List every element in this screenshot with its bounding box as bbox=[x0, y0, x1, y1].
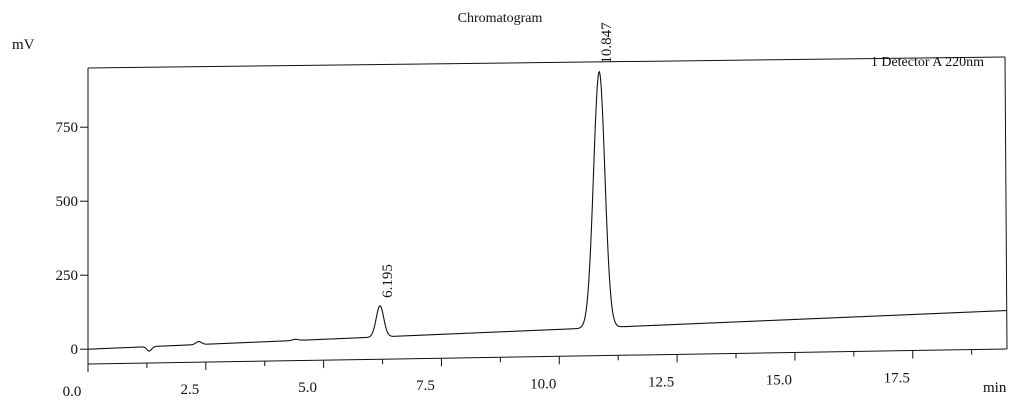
x-axis bbox=[87, 348, 1008, 365]
peak-label: 10.847 bbox=[599, 22, 615, 64]
peak-labels: 6.195 10.847 bbox=[380, 22, 615, 298]
y-tick-label: 500 bbox=[56, 194, 79, 210]
x-tick-label: 0.0 bbox=[63, 384, 82, 400]
x-tick-label: 17.5 bbox=[884, 371, 910, 387]
peak-label: 6.195 bbox=[380, 264, 396, 298]
x-tick-label: 2.5 bbox=[180, 382, 199, 398]
x-axis-ticks: 0.0 2.5 5.0 7.5 10.0 12.5 15.0 17.5 bbox=[63, 349, 973, 400]
plot-top-border bbox=[87, 56, 1006, 69]
chart-title: Chromatogram bbox=[458, 11, 543, 26]
y-tick-label: 250 bbox=[56, 268, 79, 284]
x-tick-label: 7.5 bbox=[416, 378, 435, 394]
y-tick-label: 0 bbox=[71, 342, 79, 358]
y-axis-unit: mV bbox=[12, 37, 35, 53]
x-axis-unit: min bbox=[983, 380, 1007, 396]
y-axis-ticks: 0 250 500 750 bbox=[56, 120, 88, 358]
x-tick-label: 10.0 bbox=[530, 376, 556, 392]
x-tick-label: 12.5 bbox=[648, 374, 674, 390]
y-tick-label: 750 bbox=[56, 120, 79, 136]
x-tick-label: 5.0 bbox=[298, 380, 317, 396]
chromatogram-series-line bbox=[87, 70, 1008, 352]
legend-entry: 1 Detector A 220nm bbox=[871, 55, 984, 70]
plot-right-border bbox=[1004, 56, 1008, 350]
plot-frame bbox=[87, 56, 1008, 365]
x-tick-label: 15.0 bbox=[766, 372, 792, 388]
